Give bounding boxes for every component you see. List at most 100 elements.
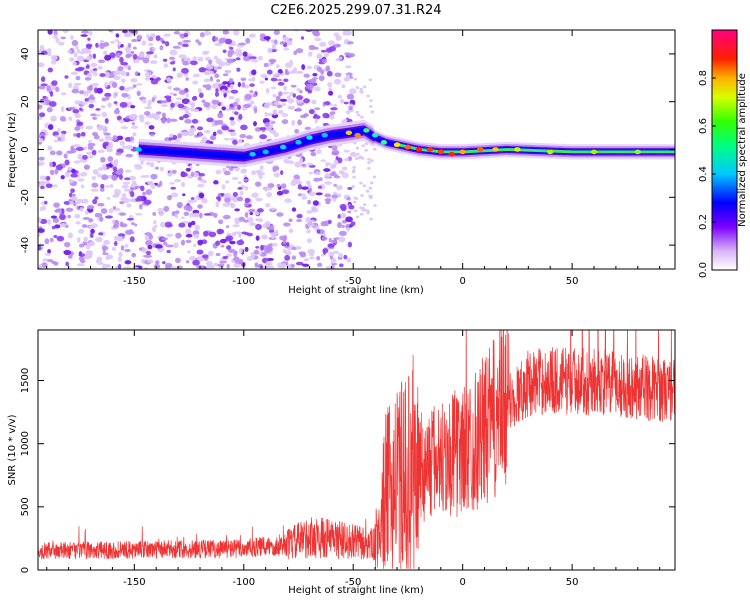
noise-cell	[245, 37, 251, 44]
noise-cell	[131, 38, 138, 43]
noise-cell	[76, 236, 81, 243]
noise-cell	[237, 104, 241, 110]
noise-cell	[223, 192, 232, 199]
noise-cell	[335, 35, 342, 41]
noise-cell	[315, 171, 321, 176]
signal-core-cell	[643, 150, 647, 154]
signal-core-cell	[486, 149, 489, 153]
noise-cell	[318, 177, 323, 182]
noise-cell	[222, 202, 231, 207]
noise-cell	[310, 151, 317, 157]
spectrogram-heatmap	[38, 30, 675, 269]
noise-cell	[221, 125, 230, 131]
noise-cell	[324, 181, 332, 185]
snr-series	[38, 330, 675, 569]
noise-cell	[273, 30, 280, 35]
signal-core-cell	[633, 150, 636, 154]
noise-cell	[132, 84, 137, 88]
noise-cell	[235, 52, 244, 57]
noise-cell	[88, 84, 93, 91]
noise-cell	[111, 161, 119, 166]
noise-cell	[177, 204, 182, 209]
noise-cell	[105, 215, 113, 219]
noise-cell	[229, 120, 236, 126]
noise-cell	[103, 42, 110, 47]
noise-cell	[63, 249, 72, 256]
noise-cell	[325, 48, 333, 53]
noise-cell	[241, 82, 246, 88]
noise-cell	[322, 233, 326, 237]
noise-cell	[333, 78, 342, 85]
noise-cell	[99, 216, 103, 222]
noise-cell	[264, 77, 269, 81]
noise-cell	[101, 174, 109, 181]
noise-cell	[260, 74, 268, 79]
noise-cell	[38, 138, 44, 142]
noise-cell	[113, 235, 121, 241]
spectrogram-y-tick-label: -20	[20, 189, 31, 205]
noise-cell	[88, 225, 96, 229]
noise-cell	[112, 166, 118, 172]
noise-cell	[290, 180, 297, 187]
noise-cell	[331, 239, 338, 244]
noise-cell	[332, 250, 340, 254]
noise-cell	[271, 242, 278, 247]
noise-cell	[54, 135, 61, 138]
noise-cell	[345, 224, 350, 228]
noise-cell	[81, 30, 90, 34]
noise-cell	[91, 149, 97, 156]
noise-cell	[124, 177, 131, 181]
noise-cell	[284, 198, 292, 203]
noise-cell	[255, 197, 263, 202]
noise-cell	[68, 178, 74, 184]
noise-cell	[180, 216, 185, 220]
noise-cell	[126, 203, 132, 208]
signal-core-cell	[608, 150, 612, 154]
noise-cell	[92, 68, 98, 71]
noise-cell	[263, 36, 271, 40]
noise-cell	[125, 153, 134, 158]
noise-cell	[156, 183, 161, 188]
noise-cell	[178, 222, 186, 228]
noise-cell	[263, 62, 269, 68]
noise-cell	[38, 161, 45, 166]
noise-cell	[52, 184, 58, 188]
noise-cell	[76, 132, 81, 138]
noise-cell	[295, 245, 302, 250]
signal-core-cell	[502, 148, 505, 152]
noise-cell	[340, 212, 347, 219]
noise-cell	[343, 149, 351, 153]
noise-cell	[144, 76, 152, 81]
noise-cell	[328, 251, 335, 257]
noise-cell	[275, 95, 281, 102]
noise-cell	[147, 244, 153, 250]
noise-cell	[112, 94, 117, 99]
noise-cell	[281, 113, 289, 117]
snr-x-tick-label: 0	[459, 577, 465, 588]
noise-cell	[148, 233, 154, 240]
signal-core-cell	[498, 148, 501, 152]
noise-cell	[90, 113, 97, 117]
noise-cell	[184, 119, 192, 124]
noise-cell	[119, 56, 124, 63]
noise-cell	[226, 245, 232, 250]
signal-core-cell	[526, 148, 529, 152]
signal-core-cell	[664, 150, 668, 154]
noise-cell	[105, 145, 112, 151]
noise-cell	[298, 251, 306, 256]
noise-cell	[348, 52, 356, 58]
noise-cell	[95, 42, 99, 48]
noise-cell	[249, 100, 255, 105]
noise-cell	[166, 249, 171, 254]
noise-cell	[86, 72, 93, 78]
noise-cell	[70, 173, 78, 178]
noise-cell	[90, 188, 99, 192]
signal-core-cell	[533, 149, 536, 152]
noise-cell	[240, 124, 248, 131]
noise-cell	[229, 166, 234, 172]
noise-cell	[64, 241, 71, 248]
noise-cell	[329, 164, 336, 170]
spectrogram-y-tick-label: 20	[20, 95, 31, 108]
noise-cell	[348, 88, 357, 95]
noise-cell	[197, 183, 205, 188]
